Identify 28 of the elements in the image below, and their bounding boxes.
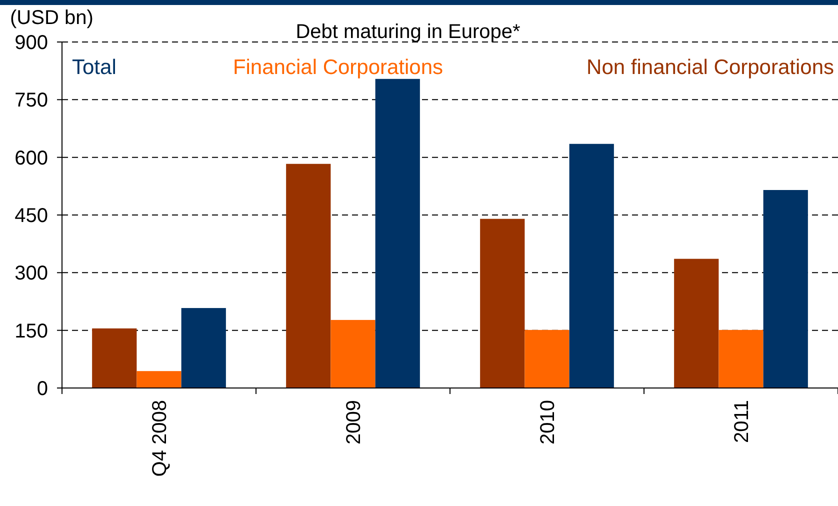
y-tick-label: 450 [14,205,48,227]
y-tick-label: 900 [14,32,48,54]
bar [569,144,614,388]
x-tick-label: 2009 [343,400,365,444]
bar [524,330,570,388]
bar [136,371,182,388]
text: Non financial Corporations [586,56,834,79]
bar [718,330,764,388]
x-tick-label: Q4 2008 [149,400,171,477]
y-tick-label: 750 [14,90,48,112]
text: Total [72,56,116,79]
y-tick-label: 150 [14,320,48,342]
bar [92,328,137,388]
bar [181,308,226,388]
text: Financial Corporations [232,56,444,79]
x-tick-label: 2010 [537,400,559,444]
bar [763,190,808,388]
y-axis-title: (USD bn) [10,7,94,29]
bar [286,164,331,388]
bar [674,258,719,388]
chart-title: Debt maturing in Europe* [296,21,520,43]
y-tick-label: 600 [14,147,48,170]
bar [330,320,376,388]
x-tick-label: 2011 [731,400,753,444]
y-tick-label: 300 [14,262,48,285]
y-tick-label: 0 [36,378,48,400]
bar [480,218,525,388]
bar [375,78,420,388]
